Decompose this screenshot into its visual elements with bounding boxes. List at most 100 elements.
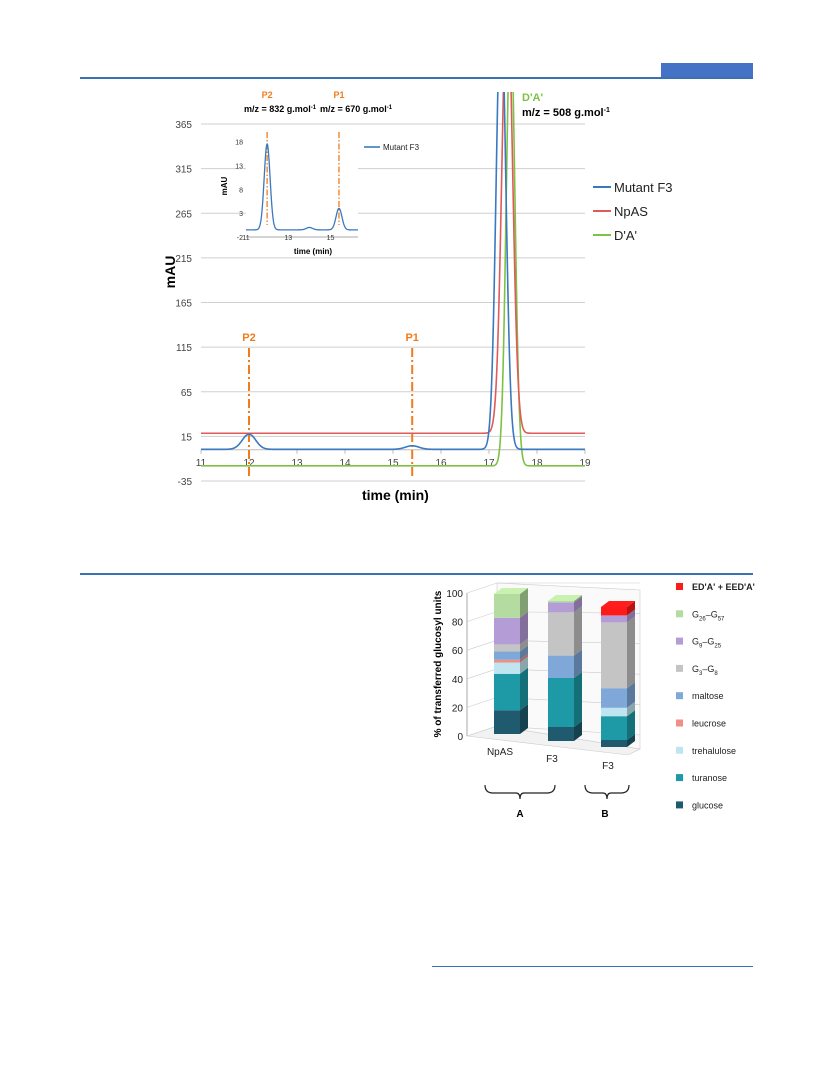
y-tick-label: 20 <box>452 703 464 714</box>
inset-x-tick-label: 15 <box>327 235 335 242</box>
inset-y-tick-label: 13 <box>235 163 243 170</box>
legend-swatch <box>676 692 683 700</box>
page-header-tab <box>661 63 753 77</box>
y-tick-label: 165 <box>175 299 192 310</box>
group-label: A <box>516 809 523 820</box>
legend-label: glucose <box>692 800 723 810</box>
legend-label: G3–G8 <box>692 664 718 677</box>
y-tick-label: -35 <box>178 477 193 488</box>
superscript: -1 <box>387 105 393 111</box>
bar-segment-side <box>520 656 528 674</box>
bar-top <box>494 588 528 594</box>
bar-segment-side <box>627 734 635 747</box>
inset-y-tick-label: 18 <box>235 140 243 147</box>
top-rule <box>80 77 753 79</box>
y-axis-title: mAU <box>162 256 178 289</box>
legend-subscript: 9 <box>699 644 703 650</box>
bar-segment-front <box>548 678 574 727</box>
y-tick-label: 80 <box>452 618 464 629</box>
legend-label: Mutant F3 <box>614 180 673 195</box>
inset-mz-label: m/z = 832 g.mol-1 <box>244 104 317 114</box>
dprime-label: D'A' <box>522 92 544 104</box>
legend-swatch <box>676 637 683 645</box>
inset-mz-label: m/z = 670 g.mol-1 <box>320 104 393 114</box>
category-label: F3 <box>602 761 614 772</box>
superscript: -1 <box>604 107 610 114</box>
bar-segment-side <box>627 682 635 708</box>
legend-label: leucrose <box>692 719 726 729</box>
chart-back-wall <box>496 582 641 750</box>
bar-top <box>601 601 635 607</box>
legend-swatch <box>676 610 683 618</box>
inset-x-axis-title: time (min) <box>294 247 333 256</box>
bar-segment-front <box>494 617 520 645</box>
bar-segment-side <box>627 601 635 616</box>
inset-legend-label: Mutant F3 <box>383 143 420 152</box>
legend-swatch <box>676 774 683 782</box>
y-tick-label: 15 <box>181 432 193 443</box>
gridline-side <box>466 611 498 622</box>
legend-subscript: 25 <box>714 644 721 650</box>
bar-segment-side <box>574 672 582 727</box>
y-tick-label: 40 <box>452 675 464 686</box>
chart-floor <box>466 725 641 756</box>
bar-segment-side <box>520 588 528 618</box>
legend-subscript: 57 <box>718 616 725 622</box>
peak-marker-label: P1 <box>405 332 418 344</box>
legend-subscript: 8 <box>714 671 718 677</box>
chromatogram-chart: -351565115165215265315365111213141516171… <box>162 90 673 503</box>
inset-x-tick-label: 13 <box>284 235 292 242</box>
peak-marker-label: P2 <box>242 332 255 344</box>
legend-swatch <box>676 583 683 590</box>
bar-segment-front <box>601 716 627 740</box>
y-tick-label: 215 <box>175 254 192 265</box>
bar-segment-front <box>548 655 574 678</box>
x-tick-label: 11 <box>196 458 207 469</box>
bar-segment-side <box>627 701 635 717</box>
bar-segment-side <box>520 704 528 734</box>
gridline <box>496 639 641 645</box>
series-line <box>201 92 585 467</box>
category-label: NpAS <box>487 747 513 758</box>
bar-segment-front <box>494 594 520 618</box>
gridline-side <box>466 582 498 594</box>
inset-y-axis-title: mAU <box>220 176 229 195</box>
legend-swatch <box>676 801 683 809</box>
bar-segment-front <box>601 622 627 689</box>
bar-segment-front <box>548 601 574 603</box>
legend-dash: –G <box>702 664 714 674</box>
x-tick-label: 13 <box>291 458 303 469</box>
y-tick-label: 315 <box>175 165 192 176</box>
bar-segment-side <box>520 667 528 711</box>
gridline <box>496 611 641 614</box>
bar-segment-side <box>574 596 582 613</box>
inset-marker-label: P2 <box>262 90 273 100</box>
bar-segment-side <box>520 638 528 652</box>
legend-swatch <box>676 746 683 754</box>
inset-y-tick-label: 3 <box>239 211 243 218</box>
group-label: B <box>601 809 608 820</box>
gridline-side <box>466 725 498 737</box>
inset-background <box>246 132 358 237</box>
x-tick-label: 18 <box>531 458 543 469</box>
bar-segment-front <box>548 727 574 741</box>
bar-segment-front <box>601 688 627 708</box>
bar-segment-side <box>574 721 582 741</box>
bar-segment-front <box>601 615 627 623</box>
series-line <box>201 92 585 435</box>
legend-subscript: 3 <box>699 671 703 677</box>
bar-segment-front <box>601 607 627 616</box>
gridline <box>496 668 641 675</box>
mid-rule <box>80 573 753 575</box>
bar-segment-front <box>494 662 520 674</box>
legend-label: ED'A' + EED'A' <box>692 582 755 592</box>
x-tick-label: 19 <box>579 458 591 469</box>
bar-segment-front <box>548 602 574 613</box>
legend-label: maltose <box>692 691 724 701</box>
y-tick-label: 65 <box>181 388 193 399</box>
bar-segment-side <box>574 649 582 678</box>
bar-top <box>548 595 582 601</box>
inset-y-tick-label: -2 <box>237 235 243 242</box>
x-tick-label: 16 <box>435 458 447 469</box>
y-tick-label: 0 <box>457 732 463 743</box>
